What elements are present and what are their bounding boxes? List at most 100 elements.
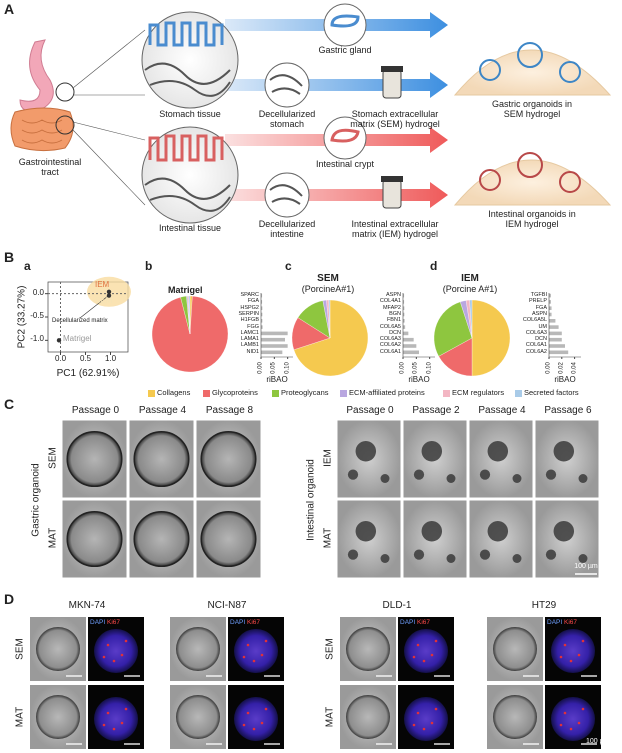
pie-slice — [471, 299, 511, 377]
stain-label: DAPI — [400, 619, 416, 626]
bar-category: LAMC1 — [240, 329, 259, 336]
organoid — [578, 474, 588, 483]
organoid — [553, 520, 575, 542]
bar — [549, 350, 569, 355]
bar-category: COL6A1 — [379, 348, 401, 355]
panel-label: A — [4, 1, 15, 17]
column-header: Passage 2 — [412, 405, 460, 416]
cell-line-title: DLD-1 — [382, 600, 412, 611]
organoid — [347, 469, 359, 480]
column-header: Passage 6 — [544, 405, 592, 416]
organoid — [66, 430, 123, 488]
y-tick-label: -1.0 — [30, 334, 44, 344]
organoid — [446, 474, 456, 483]
pca-point — [106, 293, 112, 298]
cell-line-title: HT29 — [531, 600, 557, 611]
ki67-spot — [246, 643, 250, 647]
label: Stomach tissue — [159, 109, 221, 119]
y-tick-label: -0.5 — [30, 311, 44, 320]
organoid — [380, 474, 390, 483]
label: Stomach extracellular matrix (SEM) hydro… — [350, 109, 440, 129]
x-tick-label: 0.05 — [413, 362, 420, 374]
bar — [261, 325, 263, 329]
scale-bar-label: 100 µm — [574, 563, 598, 570]
label: Gastric organoids in SEM hydrogel — [491, 99, 573, 119]
ki67-spot — [106, 643, 110, 647]
bar — [549, 312, 552, 317]
ki67-spot — [120, 653, 124, 657]
row-label: MAT — [14, 706, 26, 728]
organoid — [479, 469, 491, 480]
stain-label: Ki67 — [417, 619, 431, 626]
bar — [403, 306, 405, 310]
bar-category: SERPIN — [238, 310, 259, 317]
ki67-spot — [260, 721, 264, 725]
ki67-spot — [264, 639, 268, 643]
organoid-fluorescence — [551, 697, 595, 741]
bar-category: ASPN — [532, 310, 547, 317]
bar-category: FBN1 — [386, 317, 401, 324]
bar-category: SPARC — [240, 292, 259, 298]
organoid — [493, 627, 537, 671]
organoid — [200, 430, 257, 488]
bar — [549, 325, 559, 329]
ki67-spot — [242, 655, 246, 659]
ki67-spot — [412, 655, 416, 659]
bar — [549, 300, 551, 304]
bar-category: UM — [538, 323, 547, 330]
bar-category: DCN — [389, 329, 401, 336]
panel-label: D — [4, 591, 15, 607]
x-tick-label: 0.10 — [284, 362, 291, 374]
row-label: IEM — [322, 449, 334, 467]
organoid — [578, 554, 588, 563]
subpanel-label: a — [24, 259, 31, 273]
ki67-spot — [581, 639, 585, 643]
organoid — [176, 627, 220, 671]
organoid — [512, 554, 522, 563]
organoid — [493, 695, 537, 739]
bar-category: COL6A2 — [379, 342, 401, 349]
ki67-spot — [434, 639, 438, 643]
organoid — [446, 554, 456, 563]
subpanel-label: c — [285, 259, 292, 273]
ki67-spot — [434, 707, 438, 711]
stain-label: DAPI — [90, 619, 106, 626]
legend-label: Collagens — [157, 388, 191, 397]
label: Intestinal tissue — [158, 223, 222, 233]
ki67-spot — [581, 707, 585, 711]
bar — [549, 306, 552, 310]
legend-label: Proteoglycans — [281, 388, 329, 397]
organoid — [355, 440, 377, 462]
legend-swatch — [515, 390, 522, 397]
pie-slice — [328, 299, 331, 339]
organoid — [545, 549, 557, 560]
ki67-spot — [563, 711, 567, 715]
ki67-spot — [430, 653, 434, 657]
panel-label: B — [4, 249, 15, 265]
bar — [261, 306, 263, 310]
point-label: IEM — [95, 279, 110, 289]
bar — [261, 300, 263, 304]
stain-label: Ki67 — [564, 619, 578, 626]
stain-label: DAPI — [230, 619, 246, 626]
ki67-spot — [559, 723, 563, 727]
label: Intestinal organoids in IEM hydrogel — [488, 209, 576, 229]
bar-category: NID1 — [246, 348, 259, 355]
bar-category: TGFBI — [530, 292, 547, 298]
annotation-arrow — [79, 295, 109, 319]
bar — [261, 337, 285, 342]
micrograph — [468, 419, 534, 499]
ki67-spot — [252, 727, 256, 731]
bar — [261, 350, 283, 355]
organoid — [36, 627, 80, 671]
bar-category: ASPN — [386, 292, 401, 298]
legend-label: ECM-affiliated proteins — [349, 388, 425, 397]
ki67-spot — [124, 707, 128, 711]
column-header: Passage 4 — [478, 405, 526, 416]
row-label: SEM — [324, 638, 336, 660]
bar — [403, 350, 419, 355]
row-label: MAT — [322, 527, 334, 549]
ki67-spot — [577, 721, 581, 725]
